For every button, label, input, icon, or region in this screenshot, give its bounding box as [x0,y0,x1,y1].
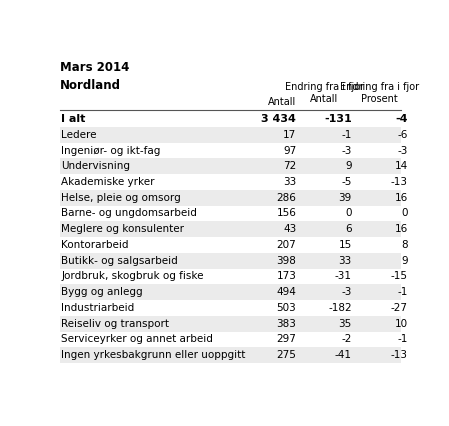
Text: Helse, pleie og omsorg: Helse, pleie og omsorg [62,193,181,203]
Text: Akademiske yrker: Akademiske yrker [62,177,155,187]
Text: -4: -4 [395,114,408,124]
Text: I alt: I alt [62,114,86,124]
Text: 0: 0 [345,208,352,219]
Text: Industriarbeid: Industriarbeid [62,303,135,313]
Text: Endring fra i fjor
Prosent: Endring fra i fjor Prosent [340,82,419,104]
Bar [60,190,401,206]
Text: -1: -1 [342,130,352,140]
Text: 15: 15 [339,240,352,250]
Text: 10: 10 [395,319,408,329]
Text: 16: 16 [394,193,408,203]
Text: 97: 97 [283,146,296,155]
Text: Kontorarbeid: Kontorarbeid [62,240,129,250]
Text: 398: 398 [276,256,296,266]
Bar [60,316,401,331]
Text: 35: 35 [339,319,352,329]
Text: Mars 2014: Mars 2014 [60,61,129,74]
Text: 72: 72 [283,161,296,171]
Bar [60,127,401,143]
Text: Endring fra i fjor
Antall: Endring fra i fjor Antall [285,82,364,104]
Text: 8: 8 [401,240,408,250]
Text: 503: 503 [277,303,296,313]
Text: 43: 43 [283,224,296,234]
Text: Meglere og konsulenter: Meglere og konsulenter [62,224,185,234]
Text: 6: 6 [345,224,352,234]
Text: -3: -3 [397,146,408,155]
Text: 9: 9 [401,256,408,266]
Text: -27: -27 [391,303,408,313]
Text: 3 434: 3 434 [261,114,296,124]
Text: 16: 16 [394,224,408,234]
Text: 39: 39 [339,193,352,203]
Text: 17: 17 [283,130,296,140]
Text: -3: -3 [342,146,352,155]
Bar [60,253,401,269]
Text: -2: -2 [342,334,352,345]
Text: Reiseliv og transport: Reiseliv og transport [62,319,169,329]
Text: -31: -31 [335,271,352,282]
Text: 9: 9 [345,161,352,171]
Text: 33: 33 [339,256,352,266]
Bar [60,347,401,363]
Text: Ledere: Ledere [62,130,97,140]
Text: 156: 156 [276,208,296,219]
Text: Jordbruk, skogbruk og fiske: Jordbruk, skogbruk og fiske [62,271,204,282]
Text: -6: -6 [397,130,408,140]
Text: 494: 494 [276,287,296,297]
Text: -182: -182 [328,303,352,313]
Text: Undervisning: Undervisning [62,161,130,171]
Text: -3: -3 [342,287,352,297]
Text: Bygg og anlegg: Bygg og anlegg [62,287,143,297]
Text: Ingen yrkesbakgrunn eller uoppgitt: Ingen yrkesbakgrunn eller uoppgitt [62,350,246,360]
Text: Ingeniør- og ikt-fag: Ingeniør- og ikt-fag [62,146,161,155]
Text: -1: -1 [397,334,408,345]
Bar [60,284,401,300]
Text: -13: -13 [391,177,408,187]
Text: 207: 207 [277,240,296,250]
Bar [60,158,401,174]
Text: -1: -1 [397,287,408,297]
Text: 14: 14 [394,161,408,171]
Text: Antall: Antall [268,97,296,107]
Text: 297: 297 [276,334,296,345]
Text: -5: -5 [342,177,352,187]
Text: 275: 275 [276,350,296,360]
Text: -41: -41 [335,350,352,360]
Text: 383: 383 [276,319,296,329]
Text: 33: 33 [283,177,296,187]
Text: Butikk- og salgsarbeid: Butikk- og salgsarbeid [62,256,178,266]
Text: 0: 0 [401,208,408,219]
Text: Barne- og ungdomsarbeid: Barne- og ungdomsarbeid [62,208,197,219]
Text: -131: -131 [324,114,352,124]
Text: Nordland: Nordland [60,79,121,92]
Text: -13: -13 [391,350,408,360]
Text: 286: 286 [276,193,296,203]
Bar [60,222,401,237]
Text: 173: 173 [276,271,296,282]
Text: -15: -15 [391,271,408,282]
Text: Serviceyrker og annet arbeid: Serviceyrker og annet arbeid [62,334,213,345]
